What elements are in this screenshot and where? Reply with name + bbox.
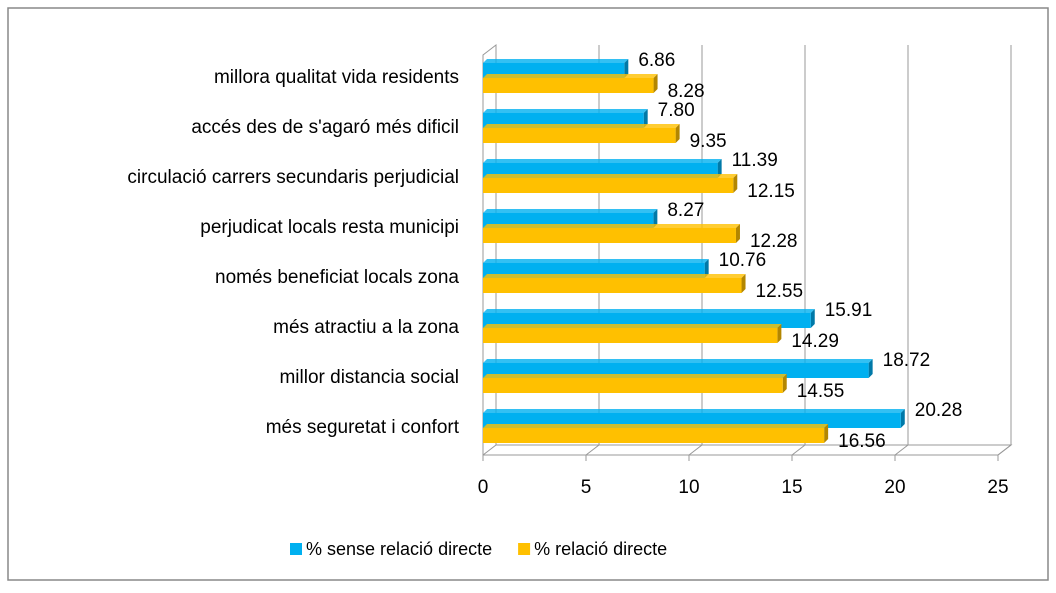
- data-label: 9.35: [690, 131, 727, 152]
- bar-top: [483, 424, 829, 428]
- bar-side: [704, 259, 709, 278]
- bar: [483, 428, 825, 443]
- bar-side: [733, 174, 738, 193]
- bar-top: [483, 224, 740, 228]
- bar-side: [653, 74, 658, 93]
- bar-side: [741, 274, 746, 293]
- bar-side: [810, 309, 815, 328]
- x-tick-label: 5: [581, 477, 592, 498]
- data-label: 12.55: [756, 281, 804, 302]
- grid-line: [997, 45, 1012, 456]
- bar-top: [483, 74, 658, 78]
- y-tick-label: millora qualitat vida residents: [214, 67, 459, 88]
- y-tick-label: millor distancia social: [279, 367, 459, 388]
- y-tick-label: perjudicat locals resta municipi: [200, 217, 459, 238]
- bar: [483, 178, 734, 193]
- legend-label: % sense relació directe: [306, 539, 492, 559]
- legend-swatch: [518, 543, 531, 555]
- bar-side: [824, 424, 829, 443]
- bar-top: [483, 109, 648, 113]
- bar: [483, 278, 742, 293]
- bar: [483, 378, 783, 393]
- data-label: 16.56: [838, 431, 886, 452]
- grid-line: [791, 45, 806, 456]
- data-label: 12.28: [750, 231, 798, 252]
- y-tick-label: més atractiu a la zona: [273, 317, 459, 338]
- y-tick-label: accés des de s'agaró més dificil: [191, 117, 459, 138]
- y-tick-label: només beneficiat locals zona: [215, 267, 459, 288]
- bar-side: [643, 109, 648, 128]
- bar-side: [735, 224, 740, 243]
- data-label: 8.28: [668, 81, 705, 102]
- bar-side: [868, 359, 873, 378]
- bar-side: [675, 124, 680, 143]
- data-label: 18.72: [883, 350, 931, 371]
- y-tick-label: més seguretat i confort: [266, 417, 460, 438]
- bar-side: [624, 59, 629, 78]
- bar-top: [483, 59, 629, 63]
- data-label: 10.76: [719, 250, 767, 271]
- bar-side: [653, 209, 658, 228]
- bar-top: [483, 159, 722, 163]
- bar-top: [483, 409, 905, 413]
- data-label: 14.55: [797, 381, 845, 402]
- bar-top: [483, 359, 873, 363]
- bar-top: [483, 259, 709, 263]
- x-tick-label: 25: [987, 477, 1008, 498]
- bar-top: [483, 274, 746, 278]
- x-tick-label: 15: [781, 477, 802, 498]
- bar-top: [483, 374, 787, 378]
- bar-top: [483, 324, 782, 328]
- bar: [483, 128, 676, 143]
- data-label: 11.39: [732, 150, 778, 171]
- data-label: 7.80: [658, 100, 695, 121]
- bar-top: [483, 174, 738, 178]
- bar-side: [782, 374, 787, 393]
- data-label: 15.91: [825, 300, 873, 321]
- x-tick-label: 0: [478, 477, 489, 498]
- bar: [483, 328, 778, 343]
- bar-side: [717, 159, 722, 178]
- legend-swatch: [290, 543, 302, 555]
- data-label: 6.86: [638, 50, 675, 71]
- x-tick-label: 10: [678, 477, 699, 498]
- data-label: 14.29: [791, 331, 839, 352]
- bar-top: [483, 209, 658, 213]
- data-label: 20.28: [915, 400, 963, 421]
- x-tick-label: 20: [884, 477, 905, 498]
- chart-border: [7, 7, 1049, 581]
- y-tick-label: circulació carrers secundaris perjudicia…: [127, 167, 459, 188]
- bar: [483, 228, 736, 243]
- legend-label: % relació directe: [534, 539, 667, 559]
- data-label: 8.27: [667, 200, 704, 221]
- bar-side: [777, 324, 782, 343]
- bar-side: [900, 409, 905, 428]
- bar-top: [483, 309, 815, 313]
- bar-top: [483, 124, 680, 128]
- data-label: 12.15: [747, 181, 795, 202]
- grid-line: [894, 45, 909, 456]
- bar: [483, 78, 654, 93]
